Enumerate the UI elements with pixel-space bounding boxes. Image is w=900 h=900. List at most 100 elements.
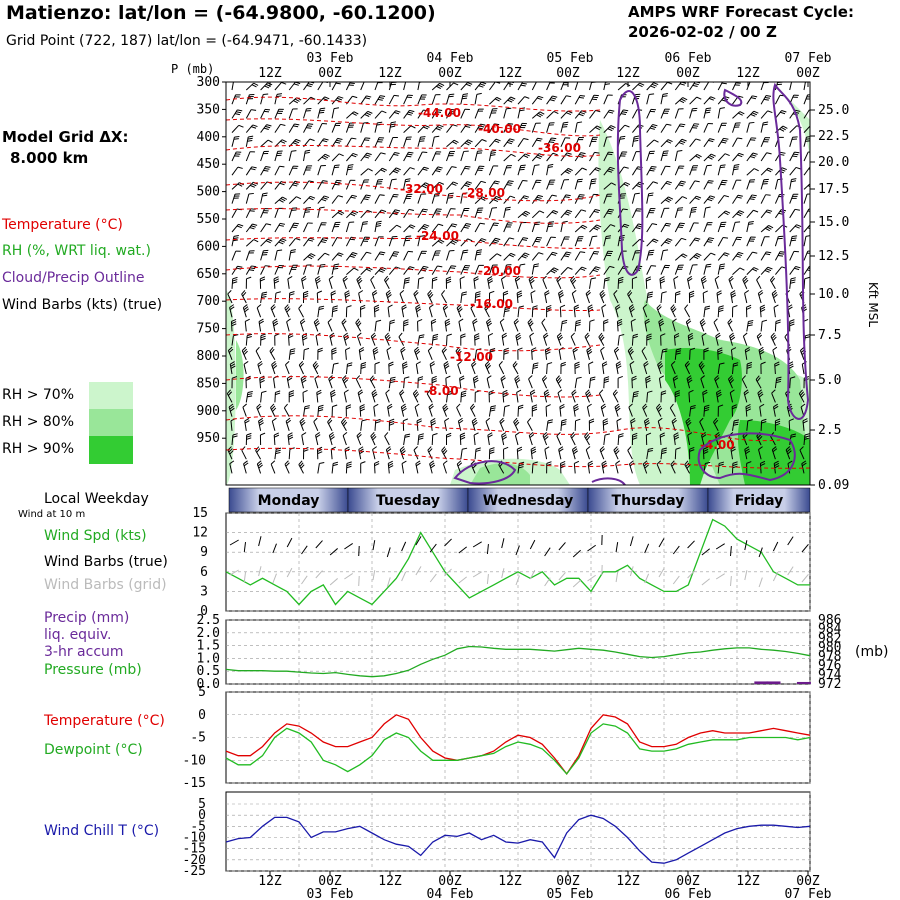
wind-barb-flag — [658, 320, 664, 325]
wind-barb-flag — [474, 333, 480, 337]
wind-barb — [603, 125, 616, 133]
wind-barb-flag — [230, 363, 236, 367]
wind-barb-flag — [593, 250, 600, 253]
wind-barb — [446, 432, 452, 445]
wind-barb — [417, 276, 424, 289]
wind-barb — [417, 433, 424, 446]
wind-barb-flag — [723, 195, 730, 198]
wind-barb-flag — [476, 92, 482, 95]
wind-barb-flag — [798, 389, 803, 394]
wind-barb-staff — [457, 364, 462, 375]
wind-barb-flag — [608, 168, 614, 172]
wind-barb — [746, 251, 758, 261]
wind-barb — [503, 446, 509, 460]
wind-barb-staff — [229, 463, 233, 474]
temperature-contours: -44.00-40.00-36.00-32.00 -28.00-24.00-20.… — [226, 96, 810, 469]
wind-barb-flag — [557, 334, 563, 339]
wind-barb-flag — [327, 417, 332, 423]
wind-barb-flag — [300, 318, 305, 323]
wind-barb — [245, 391, 253, 403]
wind-barb — [631, 375, 637, 389]
wind-barb-flag — [370, 275, 375, 281]
wind-barb — [260, 333, 266, 346]
wind-barb — [732, 137, 743, 148]
wind-barb-staff — [345, 463, 348, 474]
wind-barb-flag — [333, 362, 339, 365]
wind-barb — [231, 433, 238, 446]
wind-barb-staff — [274, 293, 277, 304]
wind-barb — [730, 347, 737, 360]
wind-barb-flag — [758, 393, 764, 398]
wind-barb-flag — [633, 395, 639, 398]
wind-barb-flag — [301, 379, 307, 384]
wind-barb-flag — [231, 318, 237, 322]
wind-barb-staff — [474, 349, 477, 360]
wind-barb-flag — [306, 127, 312, 129]
wind-barb-flag — [366, 95, 372, 98]
wind-barb — [745, 404, 752, 417]
wind-barb-flag — [604, 376, 610, 379]
wind-barb-flag — [703, 347, 709, 351]
wind-barb-flag — [395, 167, 401, 171]
wind-barb — [388, 94, 400, 105]
wind-barb-flag — [747, 419, 753, 422]
wind-barb-flag — [673, 276, 679, 280]
wind-barb-flag — [302, 337, 308, 341]
wind-barb-flag — [644, 464, 649, 469]
wind-barb — [317, 222, 327, 233]
wind-barb — [773, 304, 779, 318]
wind-barb-flag — [345, 347, 351, 351]
wind-barb-flag — [532, 461, 538, 464]
precip-tick-0.5: 0.5 — [197, 664, 220, 679]
wind-barb — [546, 210, 559, 219]
top-date-tick: 05 Feb — [547, 51, 594, 66]
wind-barb-flag — [351, 154, 357, 158]
wind-barb-flag — [414, 291, 419, 297]
wind-barb-staff — [531, 252, 539, 261]
wind-barb — [757, 389, 764, 403]
wind-barb-flag — [548, 223, 554, 225]
surface-wind-barb — [401, 541, 407, 582]
wind-barb — [503, 252, 516, 261]
wind-barb-flag — [589, 319, 595, 322]
wind-barb-flag — [606, 212, 612, 215]
wind-barb-flag — [659, 375, 665, 379]
wind-barb — [485, 318, 493, 332]
wind-barb-flag — [561, 418, 567, 422]
wind-barb-flag — [780, 111, 786, 115]
wind-barb — [417, 136, 426, 147]
wind-barb-staff — [629, 364, 633, 375]
wind-barb-flag — [774, 465, 780, 469]
wind-barb-flag — [351, 137, 357, 140]
wind-barb — [374, 236, 384, 247]
wind-barb-flag — [331, 351, 337, 355]
wind-barb-staff — [403, 251, 409, 261]
wind-barb-flag — [495, 138, 501, 142]
wind-barb-flag — [293, 83, 299, 86]
wind-barb-flag — [542, 275, 547, 280]
wind-barb — [331, 82, 342, 91]
wind-barb-flag — [555, 375, 560, 380]
wind-barb-flag — [301, 275, 307, 280]
wind-barb — [228, 403, 235, 417]
legend-wind-barbs-true: Wind Barbs (true) — [44, 554, 168, 570]
wind-barb — [385, 389, 390, 403]
top-time-tick: 12Z — [736, 66, 760, 81]
wind-barb-flag — [553, 267, 559, 271]
wind-barb-flag — [724, 153, 730, 157]
wind-barb — [799, 446, 805, 460]
wind-barb-flag — [280, 123, 286, 126]
wind-barb-flag — [704, 409, 710, 412]
wind-barb-flag — [612, 389, 617, 394]
wind-barb — [674, 253, 688, 261]
wind-barb-flag — [585, 434, 590, 439]
wind-barb-flag — [290, 249, 296, 252]
wind-barb — [274, 108, 284, 119]
wind-barb-flag — [789, 321, 795, 325]
wind-barb-flag — [359, 347, 364, 351]
wind-barb-flag — [401, 304, 407, 308]
wind-barb-flag — [287, 432, 293, 436]
precip-bar — [766, 681, 781, 684]
wind-barb-flag — [404, 277, 410, 280]
wind-barb-flag — [741, 375, 746, 380]
